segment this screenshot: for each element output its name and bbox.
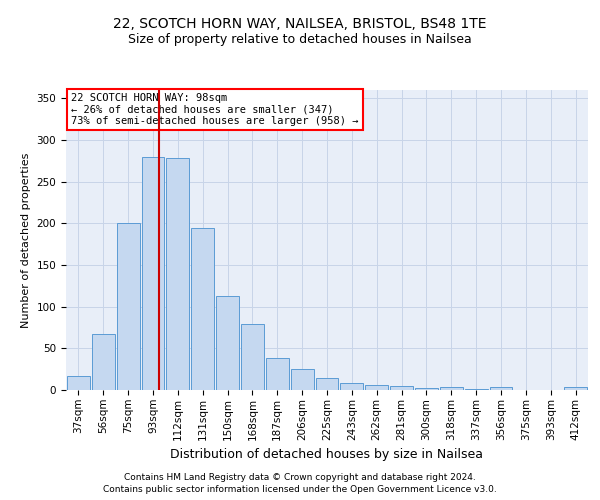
Text: 22 SCOTCH HORN WAY: 98sqm
← 26% of detached houses are smaller (347)
73% of semi: 22 SCOTCH HORN WAY: 98sqm ← 26% of detac… [71, 93, 359, 126]
Bar [191, 228, 214, 390]
Bar [365, 385, 388, 390]
Bar [340, 384, 363, 390]
Bar [241, 324, 264, 390]
X-axis label: Distribution of detached houses by size in Nailsea: Distribution of detached houses by size … [170, 448, 484, 461]
Bar [490, 386, 512, 390]
Bar [92, 334, 115, 390]
Bar [266, 358, 289, 390]
Bar [564, 386, 587, 390]
Text: Size of property relative to detached houses in Nailsea: Size of property relative to detached ho… [128, 32, 472, 46]
Bar [390, 386, 413, 390]
Bar [316, 378, 338, 390]
Bar [415, 388, 438, 390]
Bar [166, 158, 189, 390]
Text: Contains public sector information licensed under the Open Government Licence v3: Contains public sector information licen… [103, 485, 497, 494]
Bar [117, 224, 140, 390]
Bar [216, 296, 239, 390]
Y-axis label: Number of detached properties: Number of detached properties [21, 152, 31, 328]
Bar [465, 389, 488, 390]
Bar [142, 156, 164, 390]
Text: Contains HM Land Registry data © Crown copyright and database right 2024.: Contains HM Land Registry data © Crown c… [124, 472, 476, 482]
Bar [291, 369, 314, 390]
Bar [440, 386, 463, 390]
Text: 22, SCOTCH HORN WAY, NAILSEA, BRISTOL, BS48 1TE: 22, SCOTCH HORN WAY, NAILSEA, BRISTOL, B… [113, 18, 487, 32]
Bar [67, 376, 90, 390]
